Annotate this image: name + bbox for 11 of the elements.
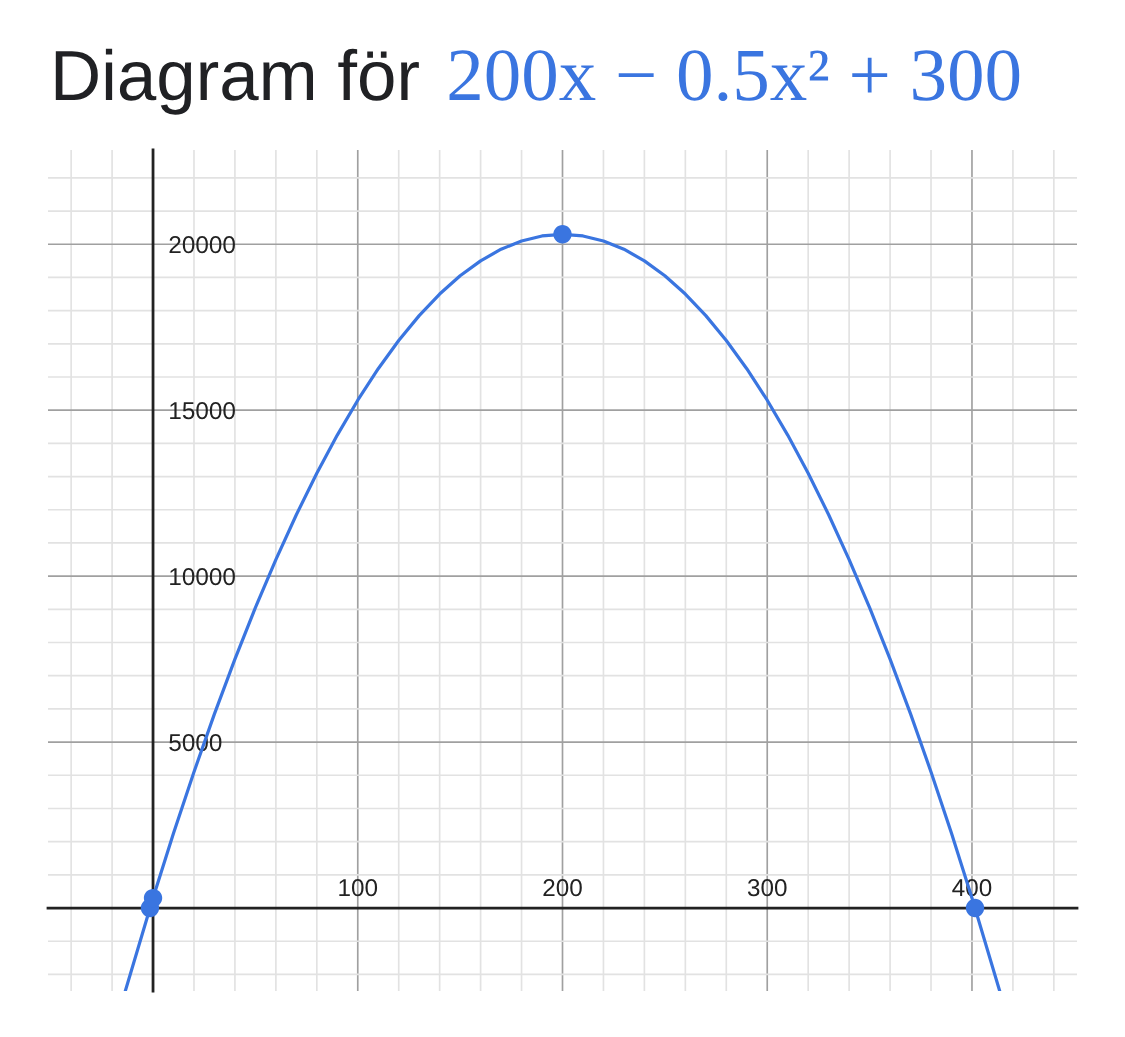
point xyxy=(553,225,572,244)
y-tick-label: 15000 xyxy=(170,402,235,420)
point xyxy=(965,898,985,918)
chart-subtitle: 200x − 0.5x² + 300 xyxy=(449,50,1020,102)
x-tick-label: 200 xyxy=(543,879,582,897)
chart-title: Diagram för xyxy=(55,48,419,115)
y-tick-label: 20000 xyxy=(169,236,235,254)
point xyxy=(143,888,163,908)
x-tick-label: 300 xyxy=(747,879,787,897)
x-tick-label: 100 xyxy=(339,879,378,897)
y-tick-label: 10000 xyxy=(170,567,235,586)
